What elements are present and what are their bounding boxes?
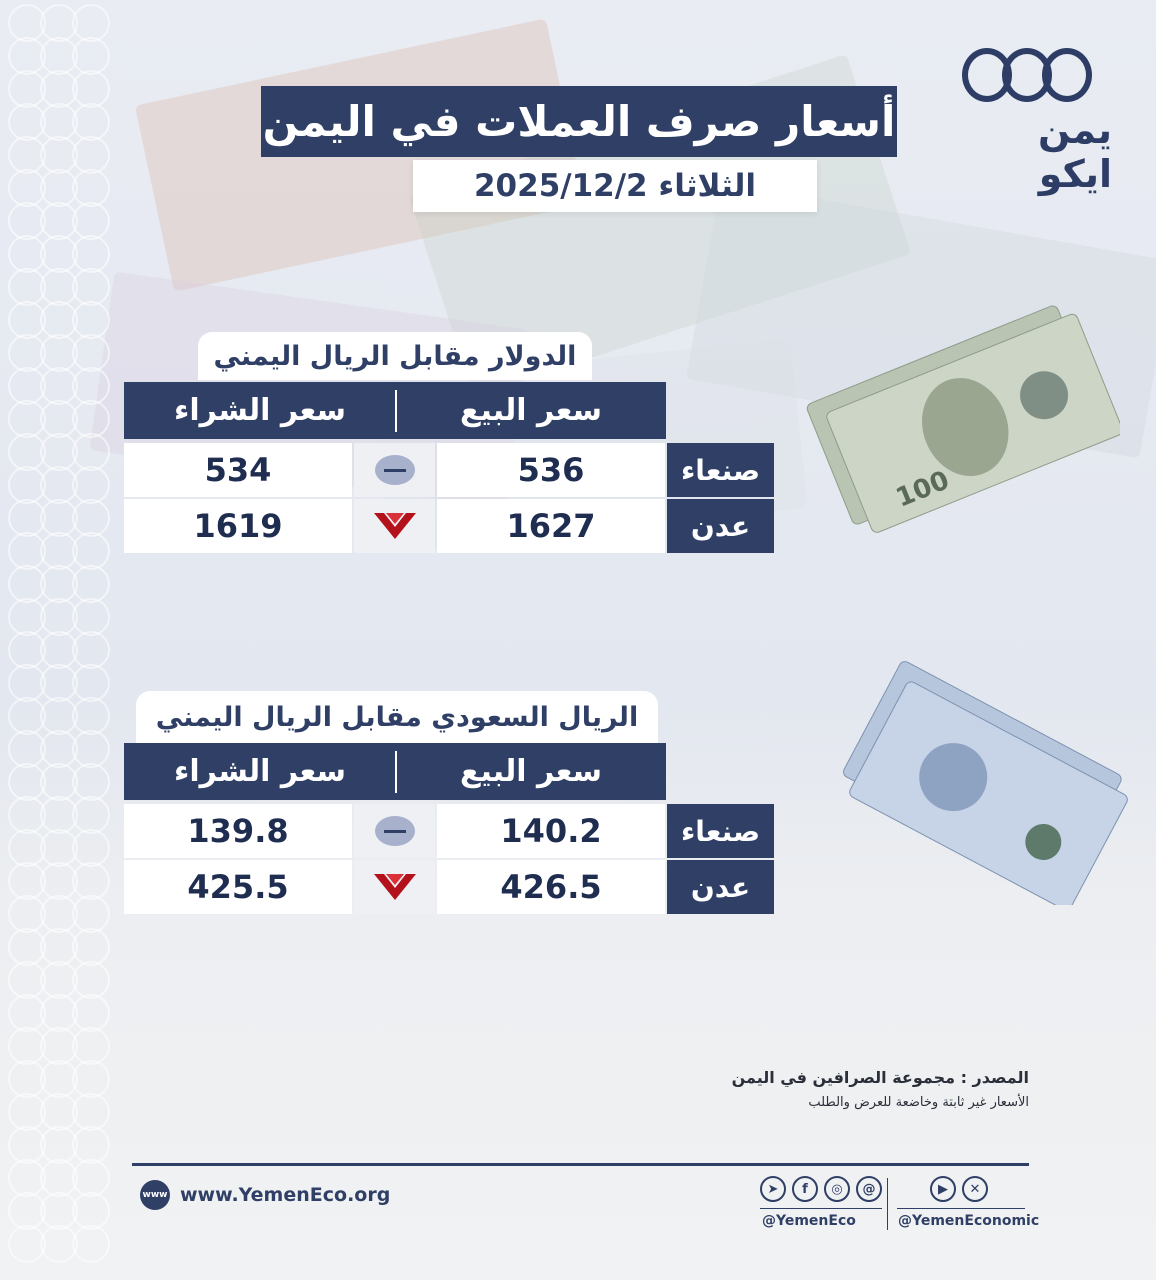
- ring-pattern: [0, 0, 120, 1280]
- social-handle[interactable]: @YemenEco: [762, 1213, 856, 1229]
- trend-indicator: [354, 804, 435, 858]
- city-label: عدن: [667, 860, 774, 914]
- social-underline: [897, 1208, 1025, 1209]
- city-label: عدن: [667, 499, 774, 553]
- source-note: المصدر : مجموعة الصرافين في اليمن الأسعا…: [732, 1068, 1029, 1110]
- social-icons-group-1: ➤ f ◎ @: [760, 1176, 882, 1202]
- sell-value: 1627: [437, 499, 665, 553]
- website-link[interactable]: www www.YemenEco.org: [140, 1180, 390, 1210]
- telegram-icon[interactable]: ➤: [760, 1176, 786, 1202]
- riyal-table-title: الريال السعودي مقابل الريال اليمني: [136, 691, 658, 743]
- date-label: الثلاثاء 2025/12/2: [413, 160, 817, 212]
- x-icon[interactable]: ✕: [962, 1176, 988, 1202]
- social-handle[interactable]: @YemenEconomic: [898, 1213, 1040, 1229]
- instagram-icon[interactable]: ◎: [824, 1176, 850, 1202]
- header-divider: [395, 751, 397, 793]
- footer-divider: [132, 1163, 1029, 1166]
- sell-value: 140.2: [437, 804, 665, 858]
- brand-logo: يمن ايكو: [962, 48, 1122, 196]
- source-line: المصدر : مجموعة الصرافين في اليمن: [731, 1068, 1029, 1087]
- logo-text: يمن ايكو: [1038, 108, 1112, 196]
- unchanged-icon: [374, 816, 415, 846]
- globe-icon: www: [140, 1180, 170, 1210]
- disclaimer-line: الأسعار غير ثابتة وخاضعة للعرض والطلب: [808, 1095, 1029, 1110]
- dollar-bills-image: 100: [806, 305, 1120, 533]
- city-label: صنعاء: [667, 443, 774, 497]
- down-arrow-icon: [373, 874, 416, 900]
- threads-icon[interactable]: @: [856, 1176, 882, 1202]
- ring-pattern-row: [8, 1225, 110, 1263]
- buy-value: 139.8: [124, 804, 352, 858]
- social-divider: [887, 1178, 888, 1230]
- down-arrow-icon: [373, 513, 416, 539]
- page-title: أسعار صرف العملات في اليمن: [261, 86, 897, 157]
- website-text: www.YemenEco.org: [180, 1184, 391, 1206]
- trend-indicator: [354, 443, 435, 497]
- header-divider: [395, 390, 397, 432]
- trend-indicator: [354, 499, 435, 553]
- logo-rings-icon: [962, 48, 1122, 102]
- sell-header: سعر البيع: [396, 382, 666, 439]
- social-icons-group-2: ▶ ✕: [930, 1176, 988, 1202]
- sell-value: 536: [437, 443, 665, 497]
- dollar-table-title: الدولار مقابل الريال اليمني: [198, 332, 592, 380]
- sell-header: سعر البيع: [396, 743, 666, 800]
- unchanged-icon: [374, 455, 415, 485]
- ring-icon: [72, 1225, 110, 1263]
- buy-value: 425.5: [124, 860, 352, 914]
- social-underline: [760, 1208, 882, 1209]
- riyal-bills-image: [843, 661, 1128, 905]
- youtube-icon[interactable]: ▶: [930, 1176, 956, 1202]
- buy-header: سعر الشراء: [124, 382, 396, 439]
- buy-value: 534: [124, 443, 352, 497]
- trend-indicator: [354, 860, 435, 914]
- buy-value: 1619: [124, 499, 352, 553]
- facebook-icon[interactable]: f: [792, 1176, 818, 1202]
- city-label: صنعاء: [667, 804, 774, 858]
- sell-value: 426.5: [437, 860, 665, 914]
- buy-header: سعر الشراء: [124, 743, 396, 800]
